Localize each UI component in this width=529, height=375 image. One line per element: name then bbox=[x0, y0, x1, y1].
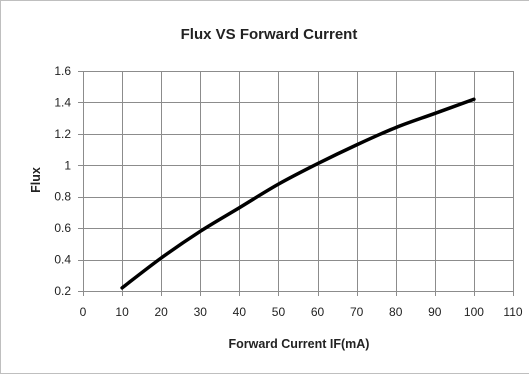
x-tick-label: 100 bbox=[464, 305, 484, 319]
x-tick-label: 50 bbox=[272, 305, 286, 319]
x-tick-label: 20 bbox=[155, 305, 169, 319]
axis-layer bbox=[83, 71, 513, 292]
series-line-0 bbox=[120, 97, 476, 290]
x-tick-label: 40 bbox=[233, 305, 247, 319]
x-tick-label: 110 bbox=[503, 305, 522, 319]
x-tick-label: 70 bbox=[350, 305, 364, 319]
x-tick-label: 10 bbox=[115, 305, 129, 319]
x-tick-label: 80 bbox=[389, 305, 403, 319]
x-tick-label: 30 bbox=[194, 305, 208, 319]
y-axis-title: Flux bbox=[29, 167, 43, 193]
y-tick-label: 1.2 bbox=[54, 127, 71, 141]
grid-layer bbox=[78, 71, 514, 296]
x-axis-title: Forward Current IF(mA) bbox=[229, 337, 370, 351]
y-tick-label: 0.8 bbox=[54, 190, 71, 204]
y-tick-label: 0.2 bbox=[54, 284, 71, 298]
x-tick-labels: 0 10 20 30 40 50 60 70 80 90 100 110 bbox=[80, 305, 523, 319]
y-tick-label: 0.4 bbox=[54, 253, 71, 267]
x-tick-label: 60 bbox=[311, 305, 325, 319]
chart-title: Flux VS Forward Current bbox=[181, 26, 358, 43]
y-tick-label: 1.6 bbox=[54, 64, 71, 78]
y-tick-label: 1 bbox=[64, 158, 71, 172]
y-tick-labels: 0.2 0.4 0.6 0.8 1 1.2 1.4 1.6 bbox=[54, 64, 71, 298]
x-tick-label: 90 bbox=[428, 305, 442, 319]
y-tick-label: 0.6 bbox=[54, 221, 71, 235]
y-tick-label: 1.4 bbox=[54, 95, 71, 109]
x-tick-label: 0 bbox=[80, 305, 87, 319]
series-layer bbox=[120, 97, 476, 290]
